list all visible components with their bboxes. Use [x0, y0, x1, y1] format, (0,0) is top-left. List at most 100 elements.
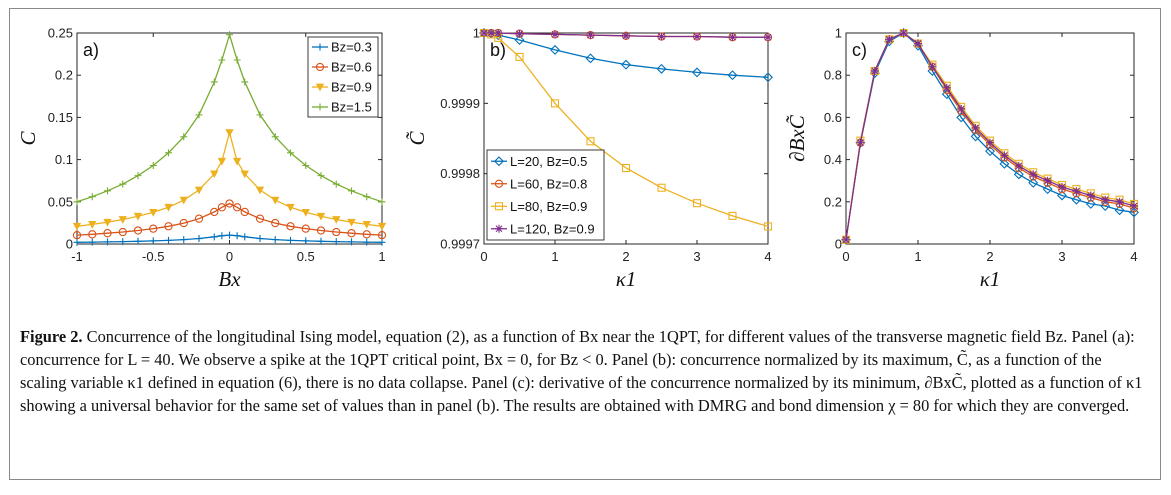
legend-marker	[494, 202, 504, 211]
data-point	[301, 208, 310, 217]
legend-box	[486, 149, 605, 241]
x-tick-label: 2	[622, 249, 629, 264]
data-point	[210, 233, 218, 241]
data-point	[118, 227, 127, 237]
data-point	[1058, 183, 1066, 192]
data-point	[241, 233, 249, 241]
data-point	[1114, 205, 1125, 216]
data-point	[332, 180, 340, 188]
y-tick-label: 0.05	[48, 194, 73, 209]
data-point	[119, 180, 127, 188]
data-point	[218, 56, 226, 64]
data-point	[1057, 190, 1067, 201]
y-tick-label: 0.9998	[440, 166, 480, 181]
data-point	[271, 236, 279, 244]
x-tick-label: 3	[693, 249, 700, 264]
data-point	[347, 229, 356, 238]
data-point	[72, 222, 82, 231]
data-point	[1028, 177, 1039, 188]
data-point	[134, 237, 142, 245]
data-point	[377, 230, 387, 240]
data-point	[884, 36, 895, 47]
data-point	[657, 32, 666, 41]
data-point	[928, 62, 937, 71]
caption-text: Concurrence of the longitudinal Ising mo…	[20, 327, 1143, 415]
data-point	[317, 237, 325, 245]
data-point	[986, 138, 994, 147]
data-point	[657, 183, 666, 192]
data-point	[999, 158, 1010, 169]
data-point	[378, 238, 386, 246]
y-axis-label: C	[16, 131, 40, 146]
y-tick-label: 0.2	[55, 68, 73, 83]
data-point	[271, 196, 280, 205]
series-line	[76, 202, 383, 236]
legend-entry: Bz=1.5	[331, 100, 372, 115]
chart-panel-c: 0 1 2 3 4 0 0.2 0.4 0.6 0.8 1 c) κ1 ∂BxC̃	[785, 26, 1139, 291]
data-point	[149, 208, 158, 217]
legend-entry: L=20, Bz=0.5	[510, 154, 587, 169]
data-point	[621, 59, 631, 70]
data-point	[479, 28, 489, 38]
data-point	[119, 238, 127, 246]
data-point	[73, 198, 81, 206]
data-point	[286, 203, 295, 212]
data-point	[241, 78, 249, 86]
data-point	[362, 230, 371, 239]
data-point	[179, 218, 188, 228]
data-point	[194, 214, 204, 223]
y-tick-label: 0.9999	[440, 96, 480, 111]
caption-title: Figure 2.	[20, 327, 83, 346]
data-point	[180, 236, 188, 244]
data-point	[1115, 197, 1124, 206]
data-point	[515, 29, 524, 38]
data-point	[210, 78, 218, 86]
data-point	[317, 172, 325, 180]
data-point	[149, 237, 157, 245]
legend-entry: L=80, Bz=0.9	[510, 199, 587, 214]
data-point	[1013, 169, 1024, 180]
data-point	[914, 39, 922, 48]
y-tick-label: 0.25	[48, 26, 73, 41]
data-point	[104, 238, 111, 246]
figure-charts: -1 -0.5 0 0.5 1 0 0.05 0.1 0.15 0.2 0.25 a) Bx C Bz=0.…	[16, 26, 1139, 291]
figure-caption: Figure 2. Concurrence of the longitudina…	[20, 325, 1150, 417]
data-point	[217, 203, 227, 212]
y-tick-label: 0.6	[824, 110, 842, 125]
y-tick-label: 0.2	[824, 194, 842, 209]
data-point	[728, 211, 737, 220]
data-point	[133, 212, 143, 221]
y-tick-label: 0.1	[55, 152, 73, 167]
panel-label: a)	[83, 40, 99, 60]
data-point	[332, 227, 341, 237]
data-point	[656, 63, 667, 74]
data-point	[256, 111, 264, 119]
data-point	[362, 221, 371, 229]
legend-marker	[494, 179, 504, 188]
data-point	[72, 230, 82, 240]
x-tick-label: 1	[378, 249, 385, 264]
data-point	[1101, 195, 1110, 204]
data-point	[164, 203, 173, 212]
data-point	[842, 235, 850, 244]
data-point	[1029, 170, 1038, 179]
data-point	[869, 68, 880, 79]
x-tick-label: 3	[1058, 249, 1065, 264]
data-point	[1085, 198, 1096, 209]
x-tick-label: 4	[1130, 249, 1137, 264]
data-point	[550, 44, 560, 55]
data-point	[88, 238, 96, 246]
data-point	[134, 172, 142, 180]
x-axis-label: κ1	[616, 267, 637, 291]
data-point	[218, 232, 226, 240]
data-point	[970, 131, 981, 142]
data-point	[515, 52, 524, 61]
series-line	[483, 32, 769, 228]
x-tick-label: 4	[764, 249, 771, 264]
y-axis-label: C̃	[405, 131, 429, 146]
legend-entry: L=120, Bz=0.9	[510, 221, 595, 236]
data-point	[149, 162, 157, 170]
legend-marker	[494, 156, 504, 167]
data-point	[1014, 161, 1023, 170]
data-point	[1043, 176, 1052, 185]
